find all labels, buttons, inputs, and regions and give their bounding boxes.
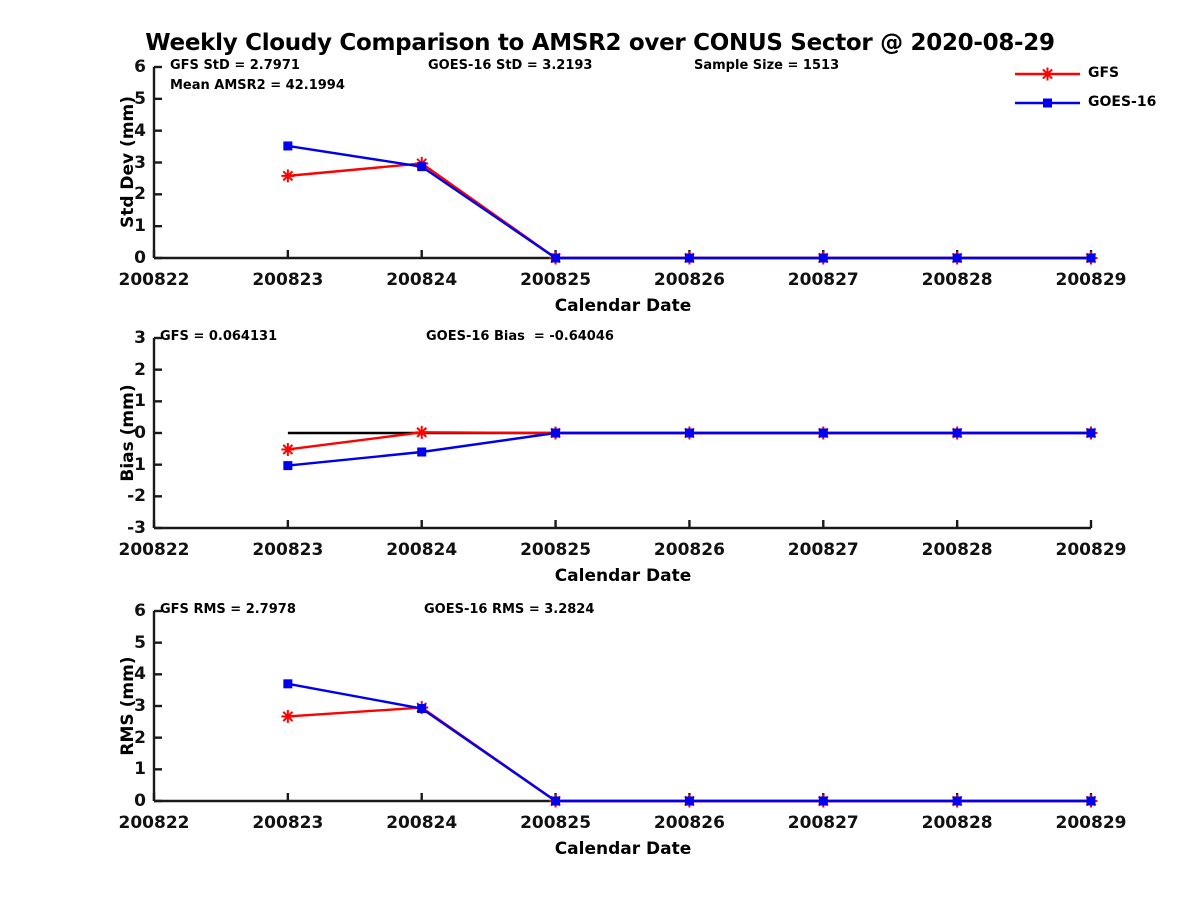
series-line-goes-16 bbox=[287, 144, 1091, 260]
y-tick-label: 2 bbox=[134, 727, 146, 748]
y-tick-label: 1 bbox=[134, 216, 146, 237]
x-tick-label: 200823 bbox=[252, 540, 324, 560]
y-tick-label: 4 bbox=[134, 664, 146, 685]
y-tick-label: 5 bbox=[134, 632, 146, 653]
y-tick-label: 1 bbox=[134, 391, 146, 412]
marker-square bbox=[818, 796, 828, 806]
xlabel-calendar-date-1: Calendar Date bbox=[554, 296, 692, 316]
legend-marker-square bbox=[1043, 98, 1052, 108]
y-tick-label: -3 bbox=[127, 518, 146, 538]
marker-square bbox=[1086, 253, 1096, 263]
x-tick-label: 200823 bbox=[252, 270, 324, 290]
marker-square bbox=[952, 428, 962, 438]
x-tick-label: 200825 bbox=[520, 813, 592, 833]
marker-square bbox=[1086, 428, 1096, 438]
marker-square bbox=[417, 704, 427, 714]
x-tick-label: 200824 bbox=[386, 270, 458, 290]
legend-label-gfs: GFS bbox=[1088, 65, 1120, 81]
x-tick-label: 200829 bbox=[1055, 270, 1127, 290]
marker-square bbox=[551, 796, 561, 806]
x-tick-label: 200828 bbox=[921, 540, 993, 560]
y-tick-label: 1 bbox=[134, 759, 146, 780]
y-tick-label: 4 bbox=[134, 120, 146, 141]
y-tick-label: 0 bbox=[134, 791, 146, 811]
x-tick-label: 200825 bbox=[520, 540, 592, 560]
annotation: GFS RMS = 2.7978 bbox=[160, 602, 296, 617]
y-tick-label: 3 bbox=[134, 152, 146, 173]
annotation: Sample Size = 1513 bbox=[694, 58, 840, 73]
legend-marker-asterisk bbox=[1042, 68, 1053, 80]
x-tick-label: 200826 bbox=[653, 813, 725, 833]
y-tick-label: 3 bbox=[134, 328, 146, 348]
xlabel-calendar-date-3: Calendar Date bbox=[554, 839, 692, 859]
x-tick-label: 200825 bbox=[520, 270, 592, 290]
series-line-goes-16 bbox=[287, 682, 1091, 803]
x-tick-label: 200822 bbox=[118, 540, 190, 560]
marker-square bbox=[952, 796, 962, 806]
annotation: GOES-16 StD = 3.2193 bbox=[428, 58, 593, 73]
marker-asterisk bbox=[282, 170, 294, 182]
series-line-gfs bbox=[287, 706, 1091, 803]
marker-square bbox=[417, 162, 427, 172]
x-tick-label: 200828 bbox=[921, 270, 993, 290]
marker-square bbox=[952, 253, 962, 263]
x-tick-label: 200827 bbox=[787, 540, 859, 560]
annotation: GFS = 0.064131 bbox=[160, 329, 278, 344]
y-tick-label: -2 bbox=[127, 486, 146, 507]
annotation: GOES-16 RMS = 3.2824 bbox=[424, 602, 595, 617]
x-tick-label: 200822 bbox=[118, 270, 190, 290]
x-tick-label: 200826 bbox=[653, 540, 725, 560]
marker-square bbox=[684, 253, 694, 263]
marker-asterisk bbox=[416, 427, 428, 438]
y-tick-label: 3 bbox=[134, 696, 146, 716]
x-tick-label: 200824 bbox=[386, 540, 458, 560]
marker-asterisk bbox=[282, 444, 294, 455]
marker-square bbox=[551, 253, 561, 263]
x-tick-label: 200823 bbox=[252, 813, 324, 833]
x-tick-label: 200822 bbox=[118, 813, 190, 833]
marker-square bbox=[684, 428, 694, 438]
marker-square bbox=[283, 141, 293, 151]
x-tick-label: 200828 bbox=[921, 813, 993, 833]
figure-title: Weekly Cloudy Comparison to AMSR2 over C… bbox=[145, 30, 1055, 56]
marker-square bbox=[818, 428, 828, 438]
x-tick-label: 200827 bbox=[787, 813, 859, 833]
marker-square bbox=[417, 447, 427, 457]
y-tick-label: 0 bbox=[134, 248, 146, 268]
y-tick-label: 2 bbox=[134, 359, 146, 380]
marker-square bbox=[283, 679, 293, 689]
y-tick-label: 0 bbox=[134, 423, 146, 443]
marker-square bbox=[684, 796, 694, 806]
marker-asterisk bbox=[282, 711, 294, 722]
x-tick-label: 200824 bbox=[386, 813, 458, 833]
series-line-gfs bbox=[287, 162, 1091, 260]
x-tick-label: 200827 bbox=[787, 270, 859, 290]
legend-label-goes-16: GOES-16 bbox=[1088, 94, 1157, 110]
annotation: GOES-16 Bias = -0.64046 bbox=[426, 329, 614, 344]
x-tick-label: 200829 bbox=[1055, 813, 1127, 833]
xlabel-calendar-date-2: Calendar Date bbox=[554, 566, 692, 586]
x-tick-label: 200829 bbox=[1055, 540, 1127, 560]
y-tick-label: 6 bbox=[134, 601, 146, 621]
marker-square bbox=[1086, 796, 1096, 806]
marker-square bbox=[283, 461, 293, 471]
marker-square bbox=[551, 428, 561, 438]
annotation: Mean AMSR2 = 42.1994 bbox=[170, 78, 345, 93]
annotation: GFS StD = 2.7971 bbox=[170, 58, 300, 73]
y-tick-label: 6 bbox=[134, 57, 146, 77]
y-tick-label: -1 bbox=[127, 454, 146, 475]
y-tick-label: 2 bbox=[134, 184, 146, 205]
marker-square bbox=[818, 253, 828, 263]
y-tick-label: 5 bbox=[134, 88, 146, 109]
x-tick-label: 200826 bbox=[653, 270, 725, 290]
